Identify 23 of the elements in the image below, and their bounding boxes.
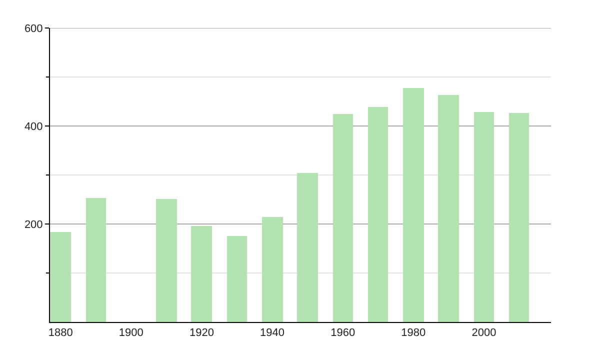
bar [156,199,177,322]
y-tick-label: 400 [24,120,43,133]
bar [262,217,283,322]
y-tick-label: 200 [24,218,43,231]
x-tick-label: 2000 [472,327,496,340]
bar [333,114,353,322]
bar [474,112,494,322]
x-tick-label: 1980 [401,327,426,340]
x-tick-label: 1920 [189,327,214,340]
bar [191,226,212,322]
bar [368,107,388,322]
bar [297,173,318,322]
bar [438,95,459,322]
bar [403,88,424,322]
bar [50,232,71,322]
x-tick-label: 1900 [118,327,144,340]
x-tick-label: 1960 [330,327,356,340]
bar [227,236,247,322]
bar [86,198,106,322]
bar [509,113,529,322]
x-tick-label: 1880 [48,327,73,340]
x-tick-label: 1940 [260,327,285,340]
y-tick-label: 600 [24,22,43,35]
